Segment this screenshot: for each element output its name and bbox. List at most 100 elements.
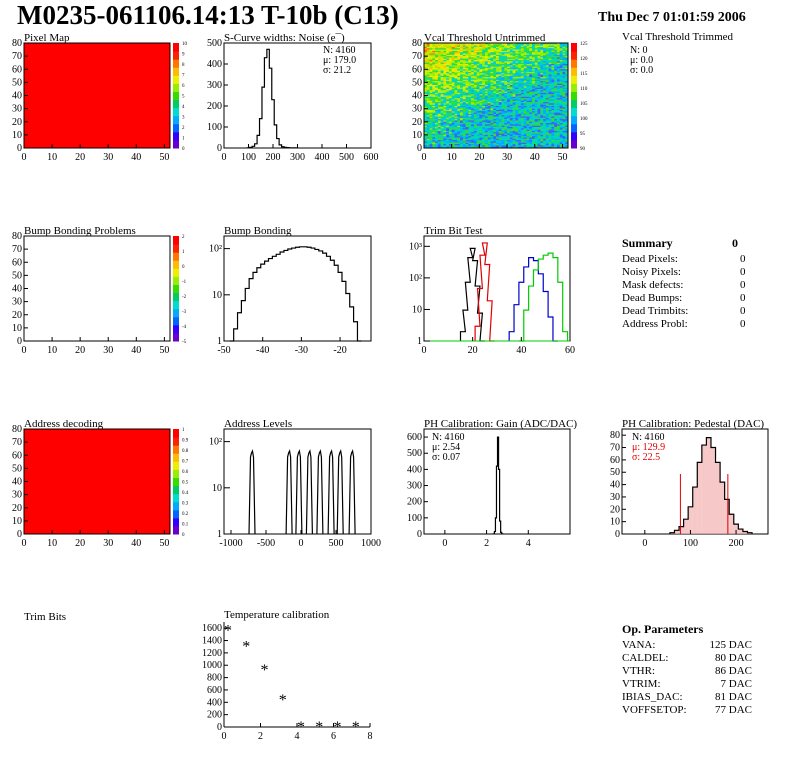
heatmap-cell xyxy=(468,103,472,105)
heatmap-cell xyxy=(454,95,458,98)
heatmap-cell xyxy=(545,137,549,140)
heatmap-cell xyxy=(484,117,488,120)
heatmap-cell xyxy=(554,82,558,84)
heatmap-cell xyxy=(437,54,441,57)
heatmap-cell xyxy=(509,136,513,138)
heatmap-cell xyxy=(540,75,544,78)
heatmap-cell xyxy=(471,46,475,49)
heatmap-cell xyxy=(435,109,439,112)
heatmap-cell xyxy=(446,85,450,87)
heatmap-cell xyxy=(437,111,441,113)
heatmap-cell xyxy=(493,119,497,121)
heatmap-cell xyxy=(451,125,455,128)
heatmap-cell xyxy=(537,58,541,61)
heatmap-cell xyxy=(512,62,516,65)
z-tick-label: -4 xyxy=(182,325,187,330)
heatmap-cell xyxy=(424,146,428,149)
heatmap-cell xyxy=(451,79,455,82)
x-tick-label: 0 xyxy=(22,538,27,549)
heatmap-cell xyxy=(490,120,494,123)
heatmap-cell xyxy=(476,57,480,60)
heatmap-cell xyxy=(504,78,508,81)
heatmap-cell xyxy=(465,44,469,46)
heatmap-cell xyxy=(543,134,547,137)
colorbar-cell xyxy=(173,51,179,60)
heatmap-cell xyxy=(457,60,461,62)
heatmap-cell xyxy=(551,145,555,147)
heatmap-cell xyxy=(468,140,472,142)
heatmap-cell xyxy=(493,90,497,92)
heatmap-cell xyxy=(537,120,541,123)
heatmap-cell xyxy=(451,103,455,105)
heatmap-cell xyxy=(526,62,530,65)
heatmap-cell xyxy=(484,85,488,87)
heatmap-cell xyxy=(426,104,430,107)
heatmap-cell xyxy=(540,134,544,137)
heatmap-cell xyxy=(554,116,558,119)
y-tick-label: 40 xyxy=(412,91,422,102)
heatmap-cell xyxy=(432,69,436,71)
heatmap-cell xyxy=(562,78,566,81)
heatmap-cell xyxy=(551,73,555,75)
heatmap-cell xyxy=(454,67,458,70)
heatmap-cell xyxy=(526,90,530,92)
heatmap-cell xyxy=(523,66,527,69)
heatmap-cell xyxy=(484,44,488,46)
heatmap-cell xyxy=(523,58,527,61)
heatmap-cell xyxy=(435,140,439,142)
heatmap-cell xyxy=(446,70,450,73)
heatmap-cell xyxy=(537,133,541,136)
heatmap-cell xyxy=(534,107,538,109)
heatmap-cell xyxy=(526,125,530,128)
data-point: * xyxy=(242,639,250,656)
heatmap-cell xyxy=(479,144,483,146)
heatmap-cell xyxy=(426,108,430,111)
heatmap-cell xyxy=(543,141,547,144)
heatmap-cell xyxy=(432,45,436,48)
heatmap-cell xyxy=(460,142,464,145)
heatmap-cell xyxy=(446,134,450,137)
heatmap-cell xyxy=(465,67,469,70)
panel-title: Trim Bits xyxy=(24,611,66,623)
heatmap-cell xyxy=(565,102,569,104)
heatmap-cell xyxy=(473,90,477,92)
y-tick-label: 1 xyxy=(217,336,222,347)
heatmap-cell xyxy=(520,43,524,45)
heatmap-cell xyxy=(534,53,538,56)
heatmap-cell xyxy=(473,43,477,45)
panel-title: Vcal Threshold Trimmed xyxy=(622,31,734,43)
heatmap-cell xyxy=(523,104,527,107)
heatmap-cell xyxy=(548,140,552,142)
heatmap-cell xyxy=(460,132,464,134)
heatmap-cell xyxy=(496,58,500,61)
colorbar-cell xyxy=(571,131,577,141)
heatmap-cell xyxy=(537,70,541,73)
heatmap-cell xyxy=(446,67,450,70)
heatmap-cell xyxy=(443,49,447,52)
heatmap-cell xyxy=(440,106,444,108)
heatmap-cell xyxy=(526,146,530,149)
heatmap-cell xyxy=(446,69,450,71)
heatmap-cell xyxy=(465,78,469,81)
heatmap-cell xyxy=(548,94,552,96)
heatmap-cell xyxy=(490,73,494,75)
heatmap-cell xyxy=(504,50,508,53)
heatmap-cell xyxy=(509,113,513,116)
heatmap-cell xyxy=(562,111,566,113)
heatmap-cell xyxy=(507,74,511,77)
heatmap-cell xyxy=(554,109,558,112)
summary-value: 0 xyxy=(740,292,746,304)
heatmap-cell xyxy=(462,107,466,109)
heatmap-cell xyxy=(460,57,464,60)
heatmap-cell xyxy=(548,81,552,83)
heatmap-cell xyxy=(554,66,558,69)
heatmap-cell xyxy=(507,56,511,58)
heatmap-cell xyxy=(435,82,439,84)
heatmap-cell xyxy=(526,123,530,125)
heatmap-cell xyxy=(534,58,538,61)
heatmap-cell xyxy=(426,125,430,128)
heatmap-cell xyxy=(512,106,516,108)
heatmap-cell xyxy=(548,125,552,128)
heatmap-cell xyxy=(448,77,452,79)
